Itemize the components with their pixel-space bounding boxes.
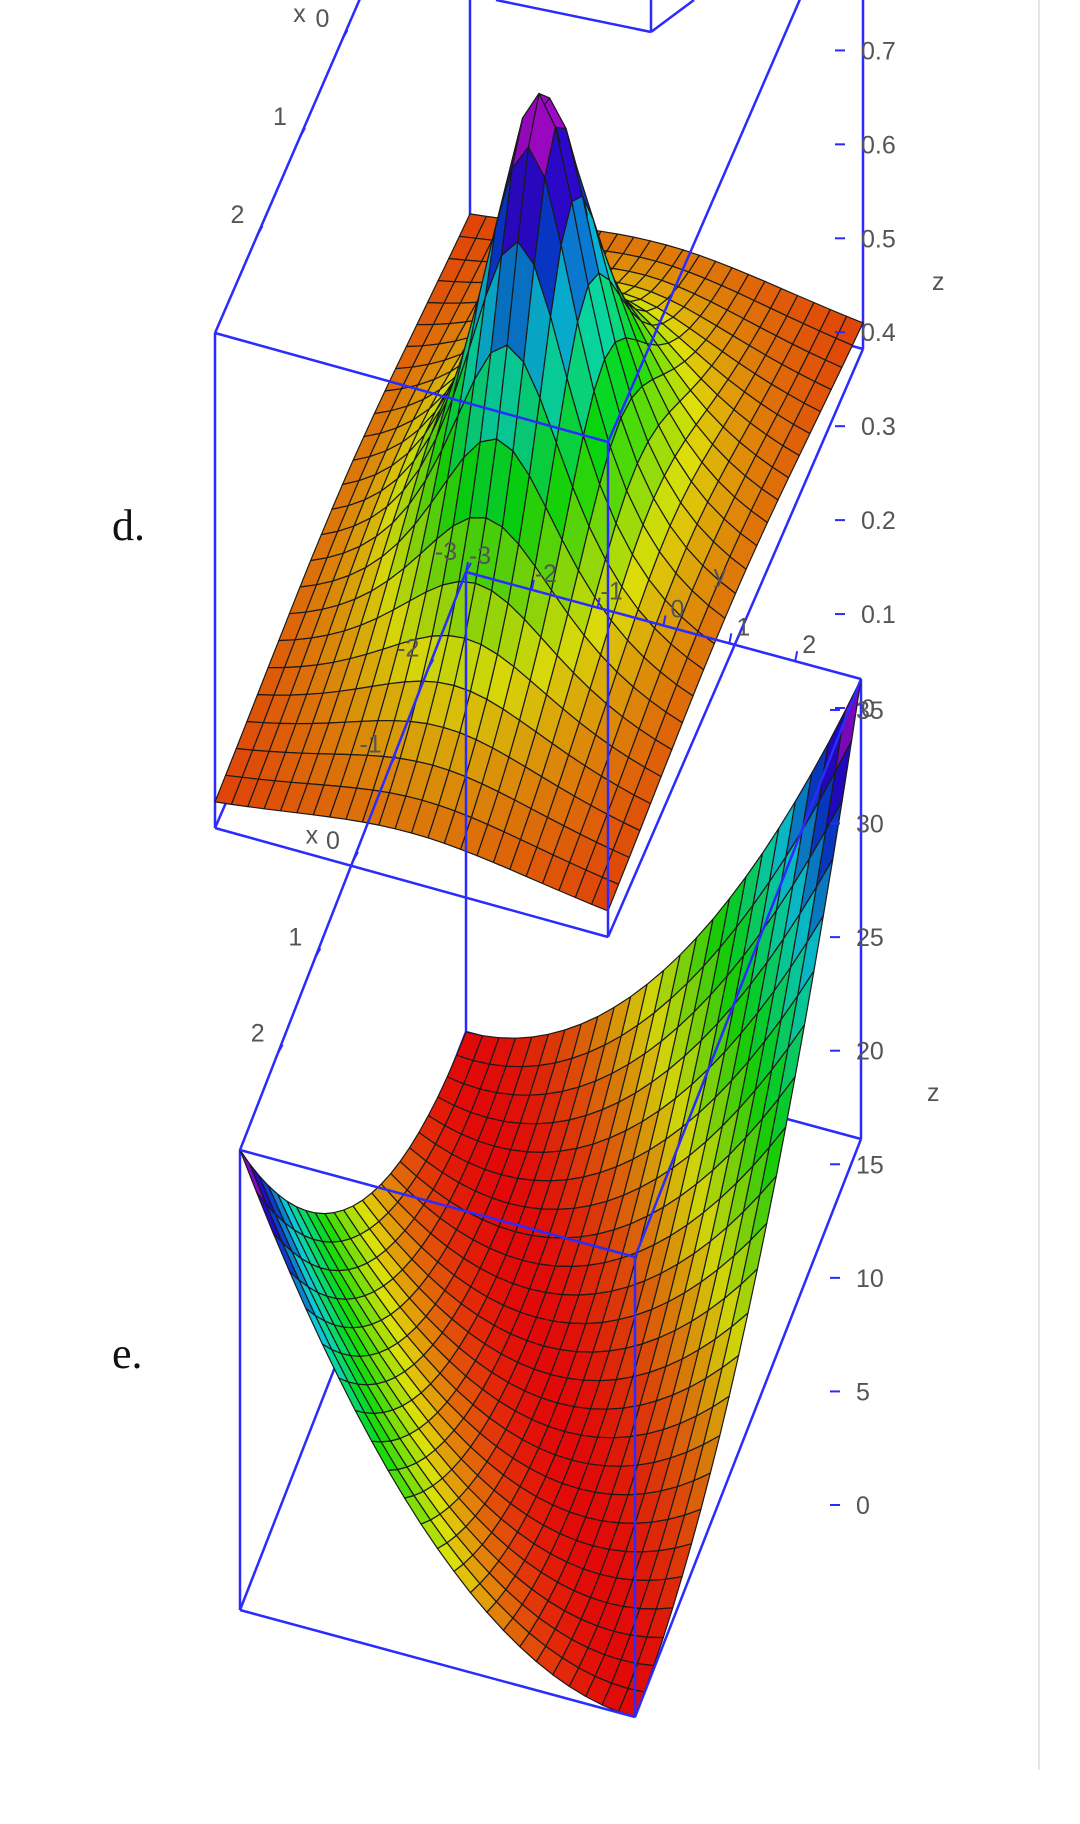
z-tick-label: 25 [856, 924, 884, 952]
z-tick-label: 20 [856, 1038, 884, 1066]
previous-chart-box-fragment [495, 0, 695, 34]
z-tick-label: 35 [856, 697, 884, 725]
column-divider [1038, 0, 1040, 1770]
y-tick-mark [596, 597, 601, 608]
box-edge-bottom-front-y [214, 826, 609, 939]
y-tick-mark [794, 650, 799, 662]
y-tick-mark [728, 633, 733, 644]
z-tick-label: 30 [856, 811, 884, 839]
x-tick-label: 0 [316, 5, 330, 33]
x-tick-label: -3 [435, 538, 457, 566]
surface-mesh [214, 92, 864, 912]
z-tick-label: 0 [861, 695, 875, 723]
box-edge-bottom-front-x [606, 348, 865, 938]
y-tick-label: 1 [736, 613, 750, 641]
surface-patch [214, 774, 243, 806]
box-edge-top-x [213, 0, 361, 334]
box-edge-top-front-y [214, 331, 609, 444]
z-tick-label: 15 [856, 1151, 884, 1179]
y-tick-mark [662, 615, 667, 626]
x-tick-mark [276, 1044, 284, 1055]
z-tick-label: 5 [856, 1378, 870, 1406]
z-tick-label: 0.1 [861, 601, 896, 629]
x-tick-mark [299, 127, 306, 138]
z-axis-label: z [927, 1079, 940, 1107]
x-tick-label: -1 [360, 731, 382, 759]
x-tick-label: -2 [397, 634, 419, 662]
box-edge-top-front-x [606, 0, 802, 443]
x-tick-label: 2 [251, 1020, 265, 1048]
box-edge-top-front-y [239, 1148, 636, 1259]
z-tick-label: 0.4 [861, 319, 896, 347]
z-tick-label: 0.2 [861, 507, 896, 535]
y-tick-label: 2 [802, 631, 816, 659]
y-tick-label: 0 [671, 596, 685, 624]
x-tick-mark [256, 225, 264, 236]
x-tick-mark [352, 851, 359, 862]
box-edge-bottom-front-x [633, 1138, 863, 1718]
chart-d-surface-plot: 210-1-2-3x-3-2-1012y0.80.70.60.50.40.30.… [213, 0, 945, 939]
box-edge-top-front-x [633, 678, 863, 1258]
x-tick-label: 1 [273, 103, 287, 131]
x-tick-mark [389, 755, 397, 766]
y-tick-mark [530, 579, 535, 591]
z-axis-label: z [932, 268, 945, 296]
y-axis-label: y [714, 561, 727, 589]
x-tick-mark [341, 29, 349, 40]
box-edge-bottom-front-y [239, 1608, 636, 1719]
surface-mesh [239, 678, 862, 1718]
z-tick-label: 0.5 [861, 225, 896, 253]
x-tick-label: 2 [231, 201, 245, 229]
y-tick-label: -3 [469, 542, 491, 570]
z-tick-label: 0.3 [861, 413, 896, 441]
z-tick-label: 10 [856, 1265, 884, 1293]
y-tick-label: -2 [535, 560, 557, 588]
choice-letter-d: d. [112, 501, 145, 550]
x-tick-mark [314, 947, 322, 958]
y-tick-label: -1 [601, 578, 623, 606]
z-tick-label: 0.7 [861, 37, 896, 65]
x-tick-mark [427, 658, 435, 669]
y-tick-mark [465, 561, 469, 573]
surface-patch [239, 1149, 267, 1205]
choice-letter-e: e. [112, 1329, 143, 1378]
x-tick-label: 1 [288, 923, 302, 951]
x-axis-label: x [306, 822, 319, 850]
z-tick-label: 0.6 [861, 131, 896, 159]
x-tick-label: 0 [326, 827, 340, 855]
x-axis-label: x [293, 0, 306, 28]
z-tick-label: 0 [856, 1492, 870, 1520]
